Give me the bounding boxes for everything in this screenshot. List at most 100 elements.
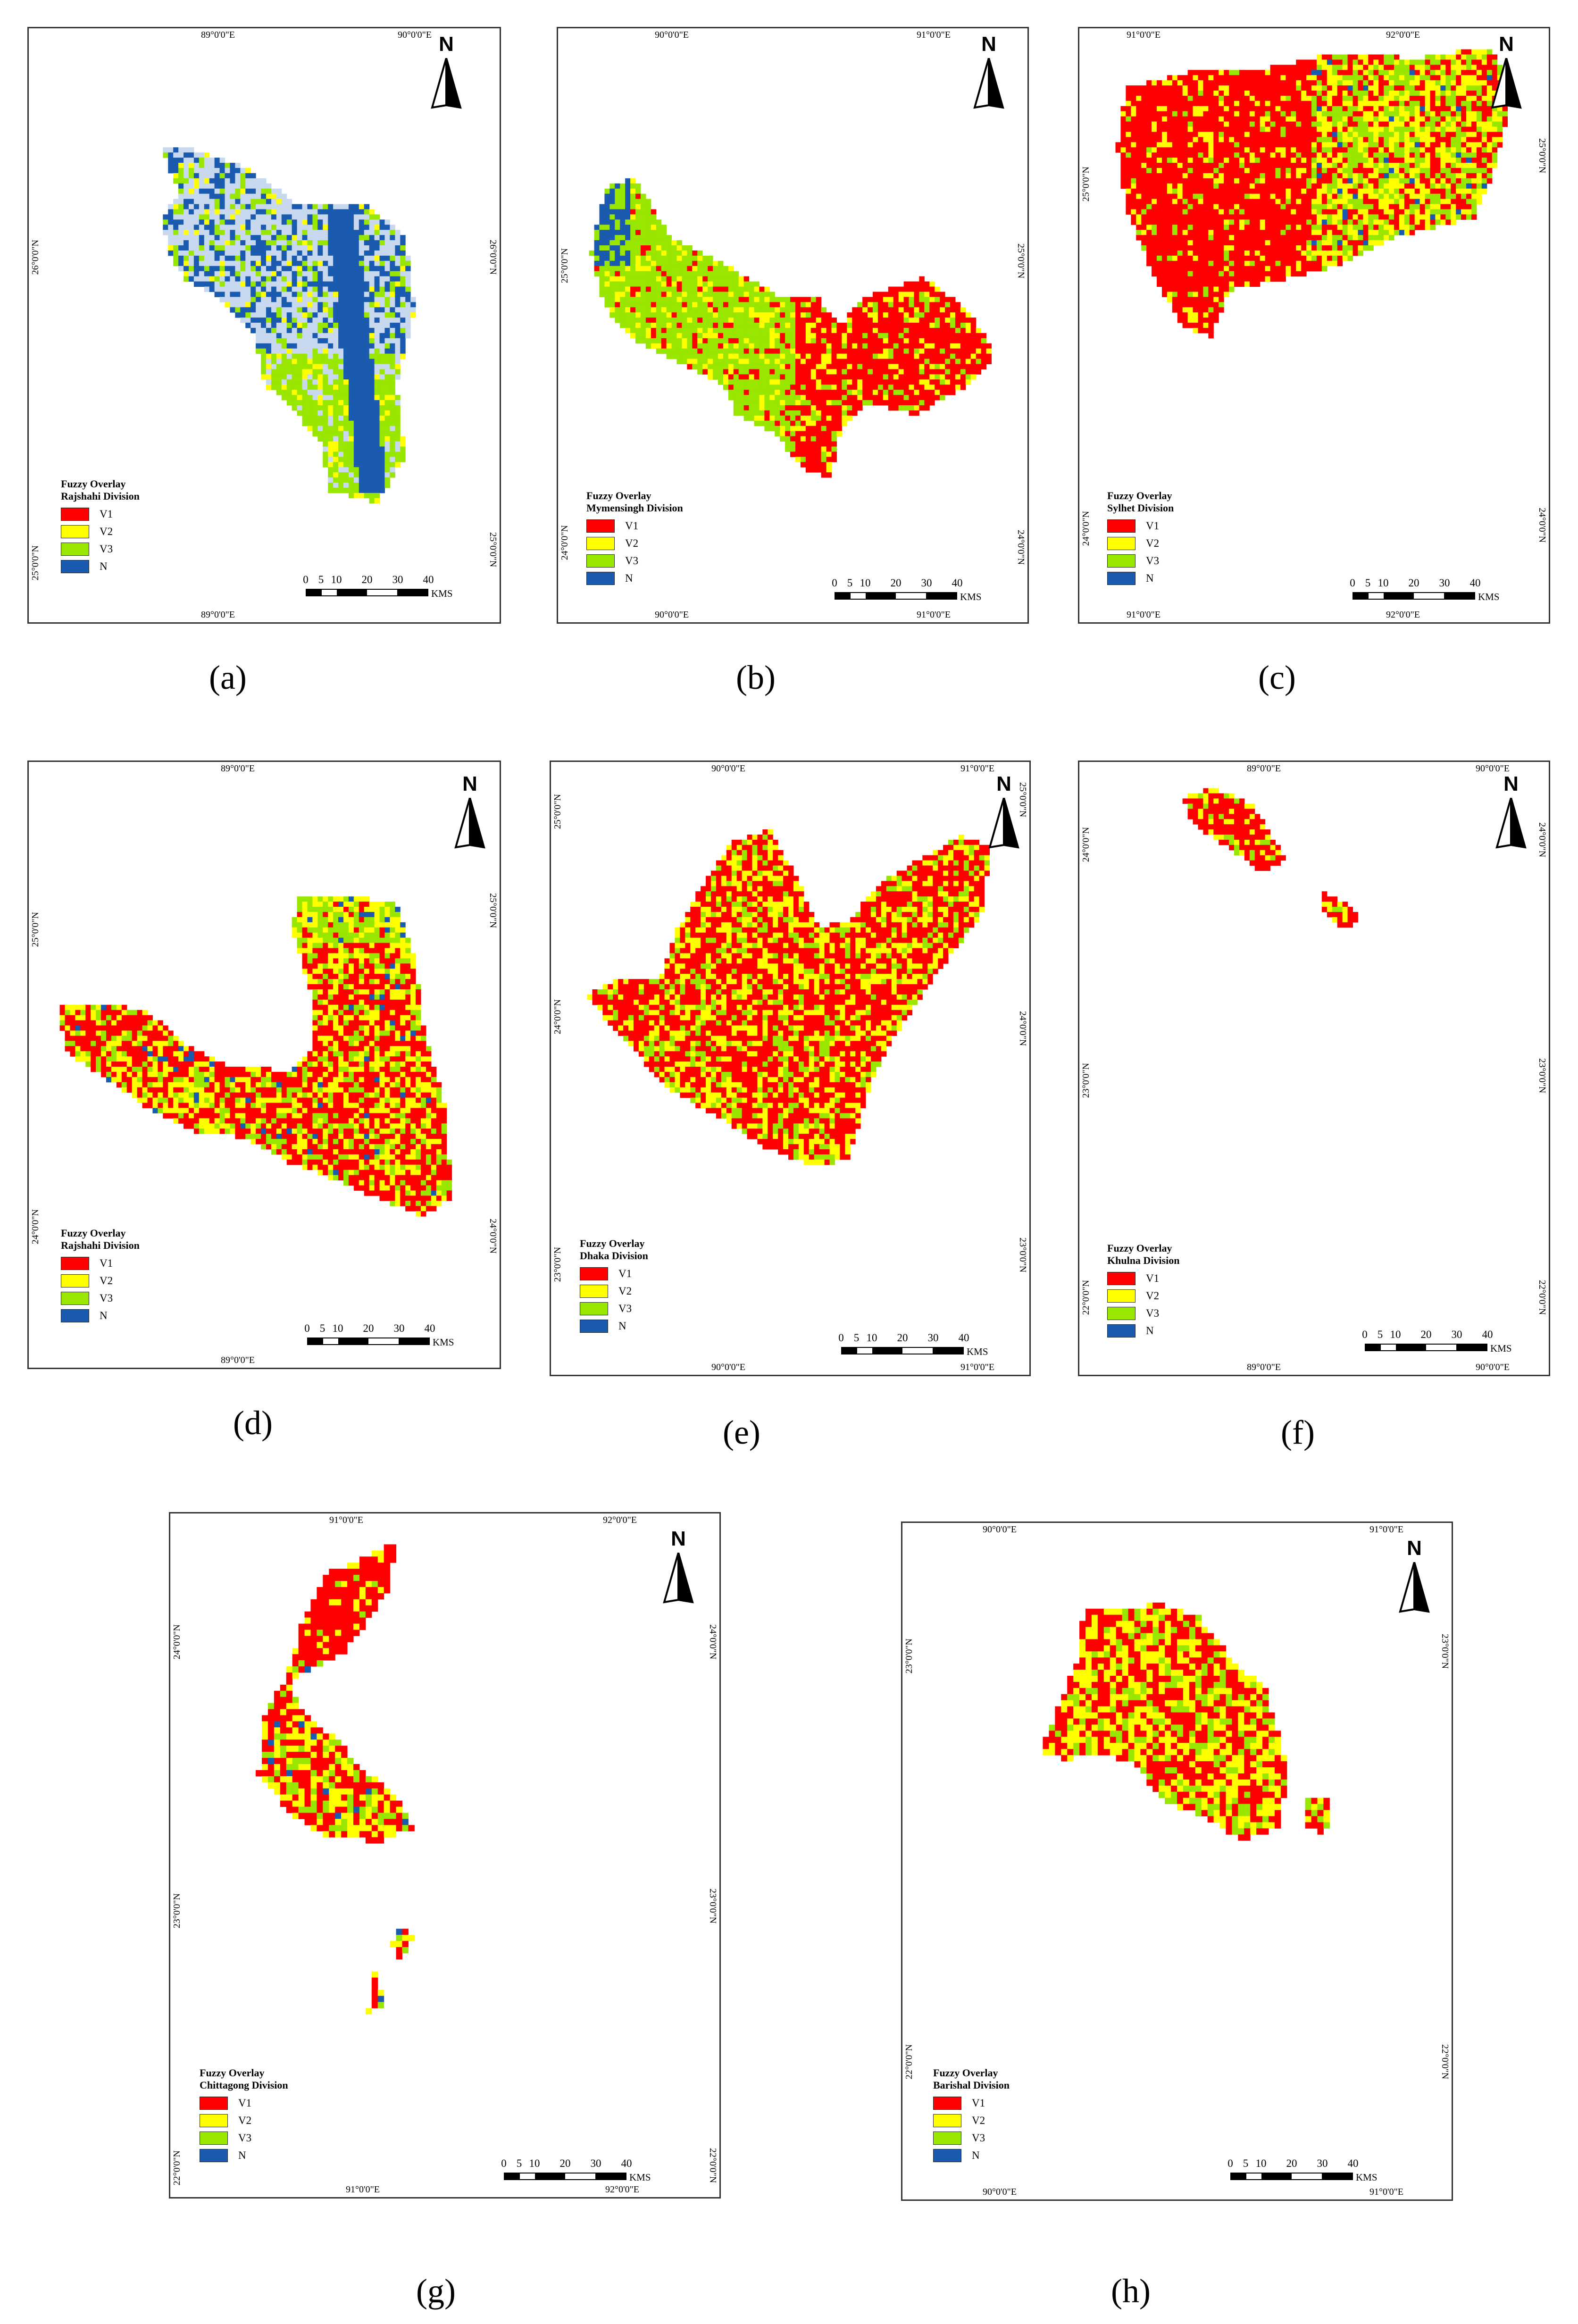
map-cell-v2 xyxy=(847,327,852,334)
map-cell-v3 xyxy=(400,446,406,452)
map-cell-n xyxy=(395,323,401,328)
map-cell-n xyxy=(292,255,298,261)
map-cell-v3 xyxy=(1286,95,1291,101)
map-cell-v1 xyxy=(852,318,858,323)
map-cell-n xyxy=(214,255,220,261)
map-cell-v3 xyxy=(1384,106,1389,112)
map-cell-v3 xyxy=(955,327,961,334)
map-cell-v3 xyxy=(625,271,631,277)
map-cell-v1 xyxy=(1141,100,1147,107)
map-cell-n xyxy=(343,225,349,230)
map-cell-n xyxy=(317,286,323,292)
map-cell-v3 xyxy=(676,271,682,277)
map-cell-v3 xyxy=(749,348,754,354)
map-cell-v3 xyxy=(219,219,225,225)
map-cell-n_light xyxy=(276,193,282,200)
map-cell-v1 xyxy=(852,359,858,365)
map-cell-v3 xyxy=(728,271,734,277)
map-cell-n_light xyxy=(230,250,235,256)
map-cell-v1 xyxy=(1182,75,1188,81)
map-cell-n xyxy=(333,230,339,235)
map-cell-v3 xyxy=(919,400,925,406)
map-cell-n_light xyxy=(286,353,292,359)
map-cell-v1 xyxy=(1291,137,1296,142)
map-cell-v3 xyxy=(400,255,406,261)
map-cell-n_light xyxy=(307,323,313,328)
map-cell-n_light xyxy=(323,271,328,277)
map-cell-v1 xyxy=(1321,54,1328,60)
map-cell-v2 xyxy=(893,374,899,380)
map-cell-v1 xyxy=(810,426,817,432)
map-cell-v1 xyxy=(1440,116,1446,122)
map-cell-n_light xyxy=(395,240,401,246)
map-cell-n xyxy=(364,436,370,442)
map-cell-n xyxy=(395,245,401,251)
map-cell-v1 xyxy=(805,431,811,437)
map-cell-n_light xyxy=(312,245,318,251)
map-cell-v1 xyxy=(852,395,858,401)
latitude-label-right: 26°0'0"N xyxy=(488,240,498,275)
map-cell-n_light xyxy=(193,188,200,194)
map-cell-v3 xyxy=(723,281,729,287)
map-cell-v3 xyxy=(687,276,693,282)
map-cell-v2 xyxy=(1404,91,1410,96)
map-cell-v1 xyxy=(909,353,914,359)
map-cell-n xyxy=(317,302,323,308)
map-cell-v2 xyxy=(307,359,313,365)
map-cell-n xyxy=(379,225,385,230)
map-cell-v2 xyxy=(625,266,631,272)
map-cell-v1 xyxy=(1347,65,1353,70)
map-cell-v3 xyxy=(738,405,744,411)
map-cell-v2 xyxy=(1161,106,1168,112)
map-cell-n xyxy=(209,230,215,235)
scale-tick-label: 0 xyxy=(303,574,309,585)
map-cell-v3 xyxy=(759,420,765,426)
map-cell-v1 xyxy=(888,286,894,292)
map-cell-n xyxy=(400,292,406,297)
map-cell-v1 xyxy=(800,379,806,385)
map-cell-n_light xyxy=(178,230,184,235)
map-cell-v3 xyxy=(1368,142,1374,148)
map-cell-v3 xyxy=(733,359,739,365)
map-cell-v2 xyxy=(1363,142,1369,148)
map-cell-n xyxy=(225,255,230,261)
map-cell-v3 xyxy=(297,307,303,313)
map-cell-n_light xyxy=(286,230,292,235)
map-cell-n xyxy=(353,209,359,215)
map-cell-v1 xyxy=(919,359,925,365)
map-cell-n xyxy=(333,209,339,215)
map-cell-v3 xyxy=(1445,100,1451,107)
map-cell-n xyxy=(359,312,365,318)
map-cell-v1 xyxy=(1321,100,1328,107)
map-cell-n xyxy=(225,219,230,225)
map-cell-v1 xyxy=(919,302,925,308)
map-cell-n xyxy=(359,302,365,308)
map-cell-v3 xyxy=(800,457,806,462)
map-cell-n xyxy=(343,297,349,302)
map-cell-n xyxy=(343,286,349,292)
map-cell-n_light xyxy=(286,255,292,261)
map-cell-v2 xyxy=(914,318,919,323)
map-cell-v1 xyxy=(1399,85,1405,91)
map-cell-v3 xyxy=(676,359,682,365)
map-cell-n xyxy=(328,225,334,230)
map-cell-v3 xyxy=(682,286,687,292)
map-cell-n xyxy=(359,359,365,365)
map-cell-n_light xyxy=(369,348,375,354)
legend-label: V2 xyxy=(625,537,639,549)
map-cell-v3 xyxy=(738,353,744,359)
map-cell-n_light xyxy=(240,230,246,235)
map-cell-v2 xyxy=(800,436,806,442)
map-cell-v1 xyxy=(1306,142,1312,148)
map-cell-v2 xyxy=(390,395,395,401)
map-cell-v1 xyxy=(1239,75,1245,81)
map-cell-v3 xyxy=(307,410,313,416)
map-cell-v1 xyxy=(1486,54,1493,60)
map-cell-v1 xyxy=(1430,132,1436,137)
map-cell-n_light xyxy=(225,168,230,174)
map-cell-v3 xyxy=(702,307,708,313)
map-cell-v3 xyxy=(348,451,354,457)
map-cell-v1 xyxy=(970,323,977,328)
map-cell-v1 xyxy=(965,343,971,349)
map-cell-v3 xyxy=(620,307,626,313)
